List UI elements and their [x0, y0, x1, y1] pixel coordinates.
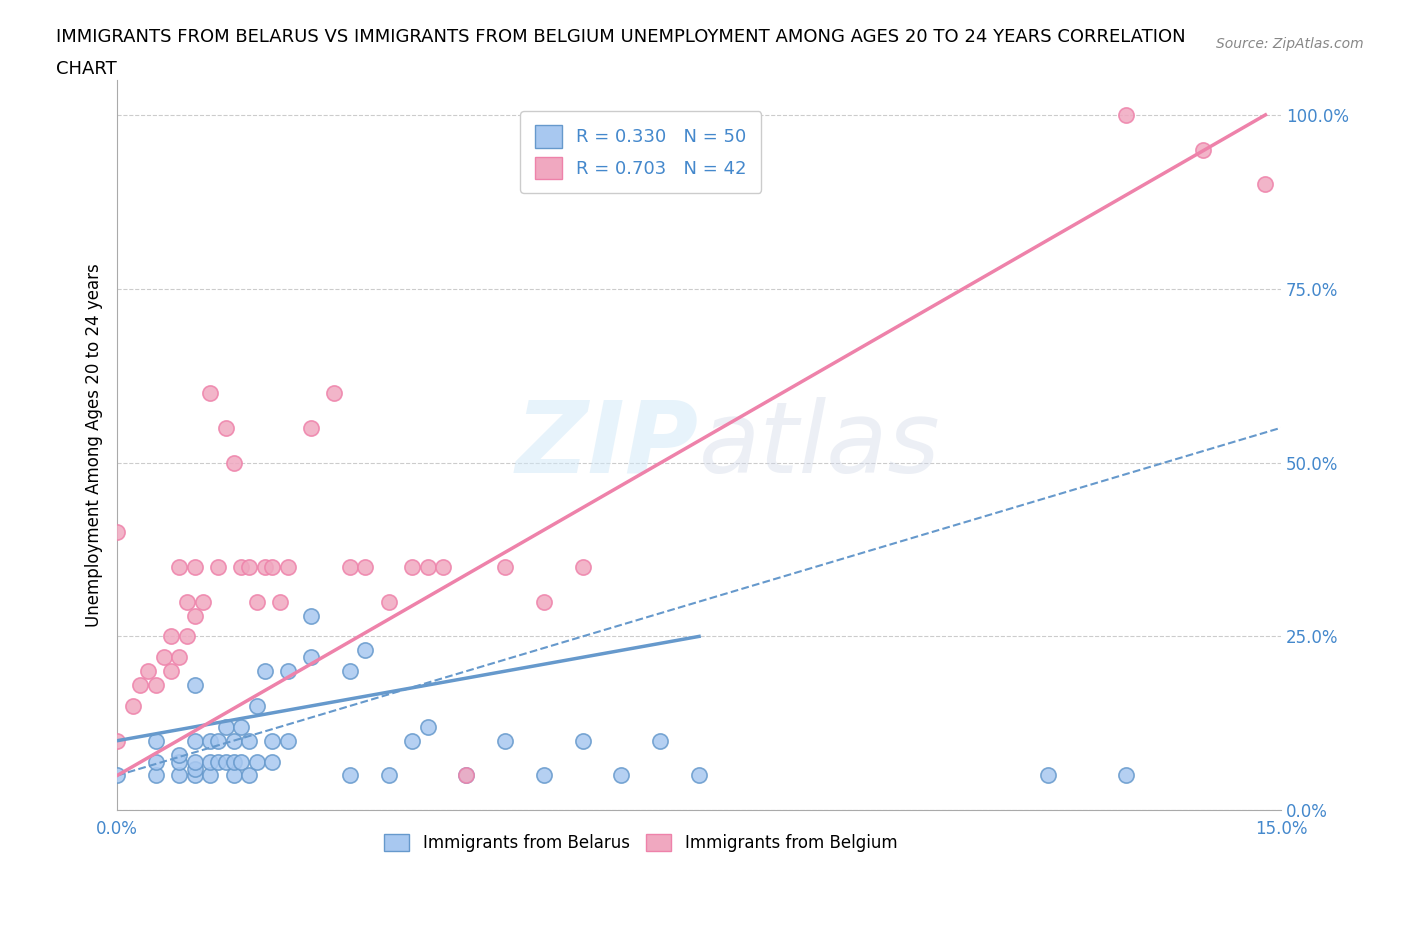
- Point: [222, 455, 245, 470]
- Text: CHART: CHART: [56, 60, 117, 78]
- Point: [253, 664, 276, 679]
- Point: [401, 560, 423, 575]
- Point: [222, 733, 245, 748]
- Point: [339, 768, 361, 783]
- Point: [277, 664, 299, 679]
- Point: [253, 560, 276, 575]
- Point: [184, 608, 207, 623]
- Point: [246, 594, 269, 609]
- Point: [401, 733, 423, 748]
- Point: [200, 754, 222, 769]
- Text: IMMIGRANTS FROM BELARUS VS IMMIGRANTS FROM BELGIUM UNEMPLOYMENT AMONG AGES 20 TO: IMMIGRANTS FROM BELARUS VS IMMIGRANTS FR…: [56, 28, 1185, 46]
- Point: [323, 386, 346, 401]
- Point: [533, 594, 555, 609]
- Point: [277, 733, 299, 748]
- Point: [167, 754, 190, 769]
- Point: [160, 629, 183, 644]
- Point: [200, 733, 222, 748]
- Text: atlas: atlas: [699, 397, 941, 494]
- Point: [494, 733, 516, 748]
- Point: [184, 560, 207, 575]
- Point: [176, 594, 198, 609]
- Point: [1115, 768, 1137, 783]
- Point: [215, 420, 238, 435]
- Point: [571, 560, 593, 575]
- Point: [191, 594, 214, 609]
- Point: [215, 720, 238, 735]
- Text: Source: ZipAtlas.com: Source: ZipAtlas.com: [1216, 37, 1364, 51]
- Point: [377, 768, 399, 783]
- Point: [105, 733, 128, 748]
- Point: [299, 420, 322, 435]
- Point: [184, 754, 207, 769]
- Point: [262, 560, 284, 575]
- Point: [262, 754, 284, 769]
- Point: [207, 733, 229, 748]
- Point: [207, 754, 229, 769]
- Point: [238, 733, 260, 748]
- Point: [184, 768, 207, 783]
- Point: [354, 560, 377, 575]
- Point: [416, 560, 439, 575]
- Point: [176, 629, 198, 644]
- Point: [145, 754, 167, 769]
- Point: [262, 733, 284, 748]
- Point: [231, 720, 253, 735]
- Point: [129, 678, 152, 693]
- Point: [299, 650, 322, 665]
- Point: [688, 768, 710, 783]
- Point: [136, 664, 159, 679]
- Point: [494, 560, 516, 575]
- Point: [145, 768, 167, 783]
- Point: [207, 560, 229, 575]
- Point: [145, 678, 167, 693]
- Point: [200, 768, 222, 783]
- Point: [1038, 768, 1060, 783]
- Point: [533, 768, 555, 783]
- Point: [354, 643, 377, 658]
- Point: [184, 733, 207, 748]
- Point: [105, 525, 128, 539]
- Y-axis label: Unemployment Among Ages 20 to 24 years: Unemployment Among Ages 20 to 24 years: [86, 263, 103, 627]
- Point: [167, 768, 190, 783]
- Point: [277, 560, 299, 575]
- Point: [145, 733, 167, 748]
- Point: [339, 560, 361, 575]
- Point: [416, 720, 439, 735]
- Point: [167, 650, 190, 665]
- Point: [377, 594, 399, 609]
- Point: [238, 560, 260, 575]
- Point: [610, 768, 633, 783]
- Point: [167, 560, 190, 575]
- Point: [222, 754, 245, 769]
- Point: [650, 733, 672, 748]
- Point: [167, 747, 190, 762]
- Point: [184, 761, 207, 776]
- Point: [246, 698, 269, 713]
- Point: [222, 768, 245, 783]
- Point: [215, 754, 238, 769]
- Point: [571, 733, 593, 748]
- Point: [246, 754, 269, 769]
- Point: [105, 768, 128, 783]
- Point: [238, 768, 260, 783]
- Point: [231, 754, 253, 769]
- Point: [184, 678, 207, 693]
- Point: [152, 650, 174, 665]
- Point: [1254, 177, 1277, 192]
- Point: [432, 560, 454, 575]
- Point: [339, 664, 361, 679]
- Point: [299, 608, 322, 623]
- Point: [269, 594, 291, 609]
- Point: [1115, 108, 1137, 123]
- Point: [200, 386, 222, 401]
- Point: [231, 560, 253, 575]
- Point: [456, 768, 478, 783]
- Legend: Immigrants from Belarus, Immigrants from Belgium: Immigrants from Belarus, Immigrants from…: [375, 826, 905, 860]
- Point: [121, 698, 143, 713]
- Point: [456, 768, 478, 783]
- Text: ZIP: ZIP: [516, 397, 699, 494]
- Point: [160, 664, 183, 679]
- Point: [1192, 142, 1215, 157]
